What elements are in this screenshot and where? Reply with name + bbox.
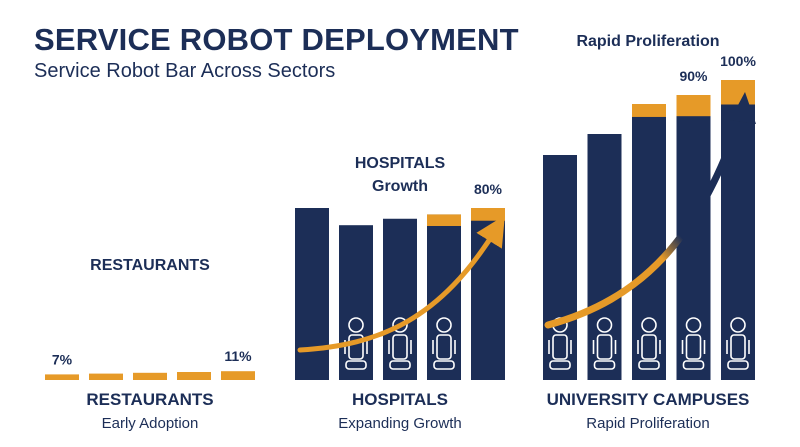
data-label: 100% (720, 53, 756, 69)
cart-robot-icon (592, 317, 617, 370)
hospitals-bar (471, 208, 505, 380)
panel-header: HOSPITALS (355, 155, 446, 172)
panel-header: Rapid Proliferation (576, 33, 719, 50)
university-campuses-bar (543, 155, 577, 380)
university-trend-arrow (544, 108, 746, 329)
humanoid-robot-icon (681, 317, 706, 370)
hospitals-trend-arrow (297, 215, 505, 353)
medical-robot-icon (432, 317, 456, 370)
bar-cap (676, 95, 711, 117)
panel-caption: Early Adoption (102, 415, 199, 432)
nurse-robot-icon (388, 317, 412, 370)
kiosk-robot-icon (726, 317, 750, 370)
restaurants-bar (221, 371, 255, 380)
data-label: 90% (679, 68, 708, 84)
panel-title: RESTAURANTS (86, 390, 213, 409)
panel-title: UNIVERSITY CAMPUSES (547, 390, 750, 409)
panel-title: HOSPITALS (352, 390, 448, 409)
panel-header: Growth (372, 178, 428, 195)
panel-header: RESTAURANTS (90, 257, 210, 274)
panel-caption: Expanding Growth (338, 415, 461, 432)
data-label: 7% (52, 351, 73, 367)
hospitals-bar (339, 225, 373, 380)
hospitals-bar (383, 218, 417, 380)
data-label: 80% (474, 181, 503, 197)
bar-cap (632, 104, 666, 117)
hospitals-bar (295, 208, 329, 380)
university-campuses-bar (587, 134, 622, 380)
restaurants-bar (45, 374, 79, 380)
bar-cap (721, 80, 755, 105)
humanoid-robot-icon (637, 317, 661, 370)
page-title: SERVICE ROBOT DEPLOYMENT (34, 22, 519, 57)
restaurants-bar (133, 372, 167, 380)
restaurants-bar (177, 372, 211, 380)
panel-caption: Rapid Proliferation (586, 415, 709, 432)
restaurants-bar (89, 373, 123, 380)
university-arrow-head (730, 92, 756, 124)
bar-cap (471, 208, 505, 221)
data-label: 11% (224, 348, 252, 364)
bar-cap (427, 214, 461, 226)
page-subtitle: Service Robot Bar Across Sectors (34, 60, 336, 82)
university-campuses-bar (632, 104, 666, 380)
